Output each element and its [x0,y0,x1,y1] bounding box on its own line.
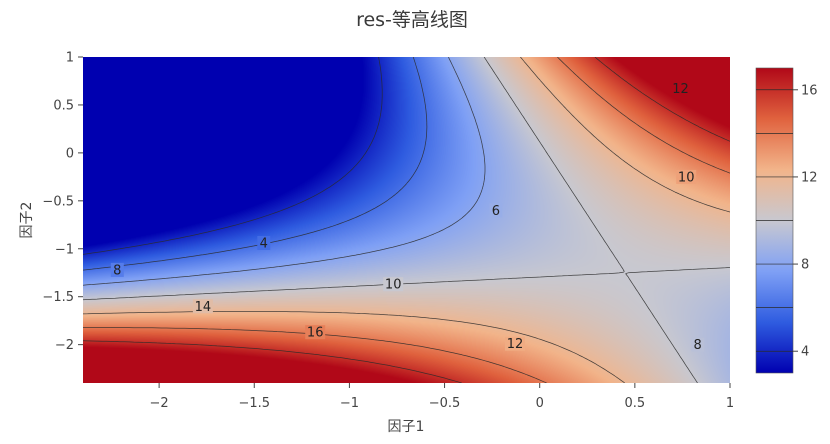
contour-label-background [676,169,697,184]
contour-line-6 [83,57,428,271]
x-tick-label: 0.5 [625,396,646,411]
colorbar-tick-label: 4 [801,345,809,360]
contour-label-background [691,337,705,352]
x-axis-title: 因子1 [388,419,425,435]
contour-label: 12 [507,337,524,352]
y-tick-label: 1 [66,51,74,66]
contour-label: 6 [492,204,500,219]
colorbar-contour-lines [756,89,793,352]
contour-label: 14 [195,300,212,315]
contour-label: 10 [385,278,402,293]
x-tick-label: −1 [340,396,359,411]
y-tick-label: 0 [66,146,74,161]
contour-label-background [192,299,213,314]
contour-line-14 [83,57,730,383]
y-axis: 1 0.5 0 −0.5 −1 −1.5 −2 [42,51,83,353]
contour-label: 16 [307,326,324,341]
contour-label: 4 [260,237,268,252]
contour-label: 8 [694,338,702,353]
x-tick-label: −0.5 [429,396,461,411]
contour-label-background [489,203,503,218]
contour-line-4 [83,57,383,255]
x-tick-label: 1 [726,396,734,411]
contour-line-8 [83,57,486,286]
y-tick-label: −0.5 [42,194,74,209]
contour-label-background [110,262,124,277]
colorbar-tick-label: 8 [801,258,809,273]
colorbar-ticks: 16 12 8 4 [793,83,818,360]
contour-labels: 4 6 8 10 14 16 12 12 10 8 [110,81,705,353]
contour-label: 8 [113,263,121,278]
plot-area: 4 6 8 10 14 16 12 12 10 8 [83,57,730,383]
contour-line-16 [83,57,730,383]
contour-label-background [383,277,404,292]
colorbar-tick-label: 12 [801,170,818,185]
y-tick-label: 0.5 [53,98,74,113]
heatmap-surface [83,57,730,383]
contour-label-background [305,325,326,340]
contour-label-background [505,336,525,351]
contour-label: 12 [672,82,689,97]
contour-label-background [257,236,271,250]
contour-label-background [670,81,691,96]
x-tick-label: −1.5 [238,396,270,411]
x-axis: −2 −1.5 −1 −0.5 0 0.5 1 [150,383,734,411]
x-tick-label: 0 [536,396,544,411]
x-tick-label: −2 [150,396,169,411]
colorbar-tick-label: 16 [801,83,818,98]
y-tick-label: −2 [55,338,74,353]
contour-label: 10 [678,170,695,185]
contour-line-10 [83,57,730,383]
chart-title: res-等高线图 [356,9,468,31]
y-tick-label: −1.5 [42,290,74,305]
y-tick-label: −1 [55,242,74,257]
y-axis-title: 因子2 [19,202,35,239]
colorbar: 16 12 8 4 [755,67,818,374]
